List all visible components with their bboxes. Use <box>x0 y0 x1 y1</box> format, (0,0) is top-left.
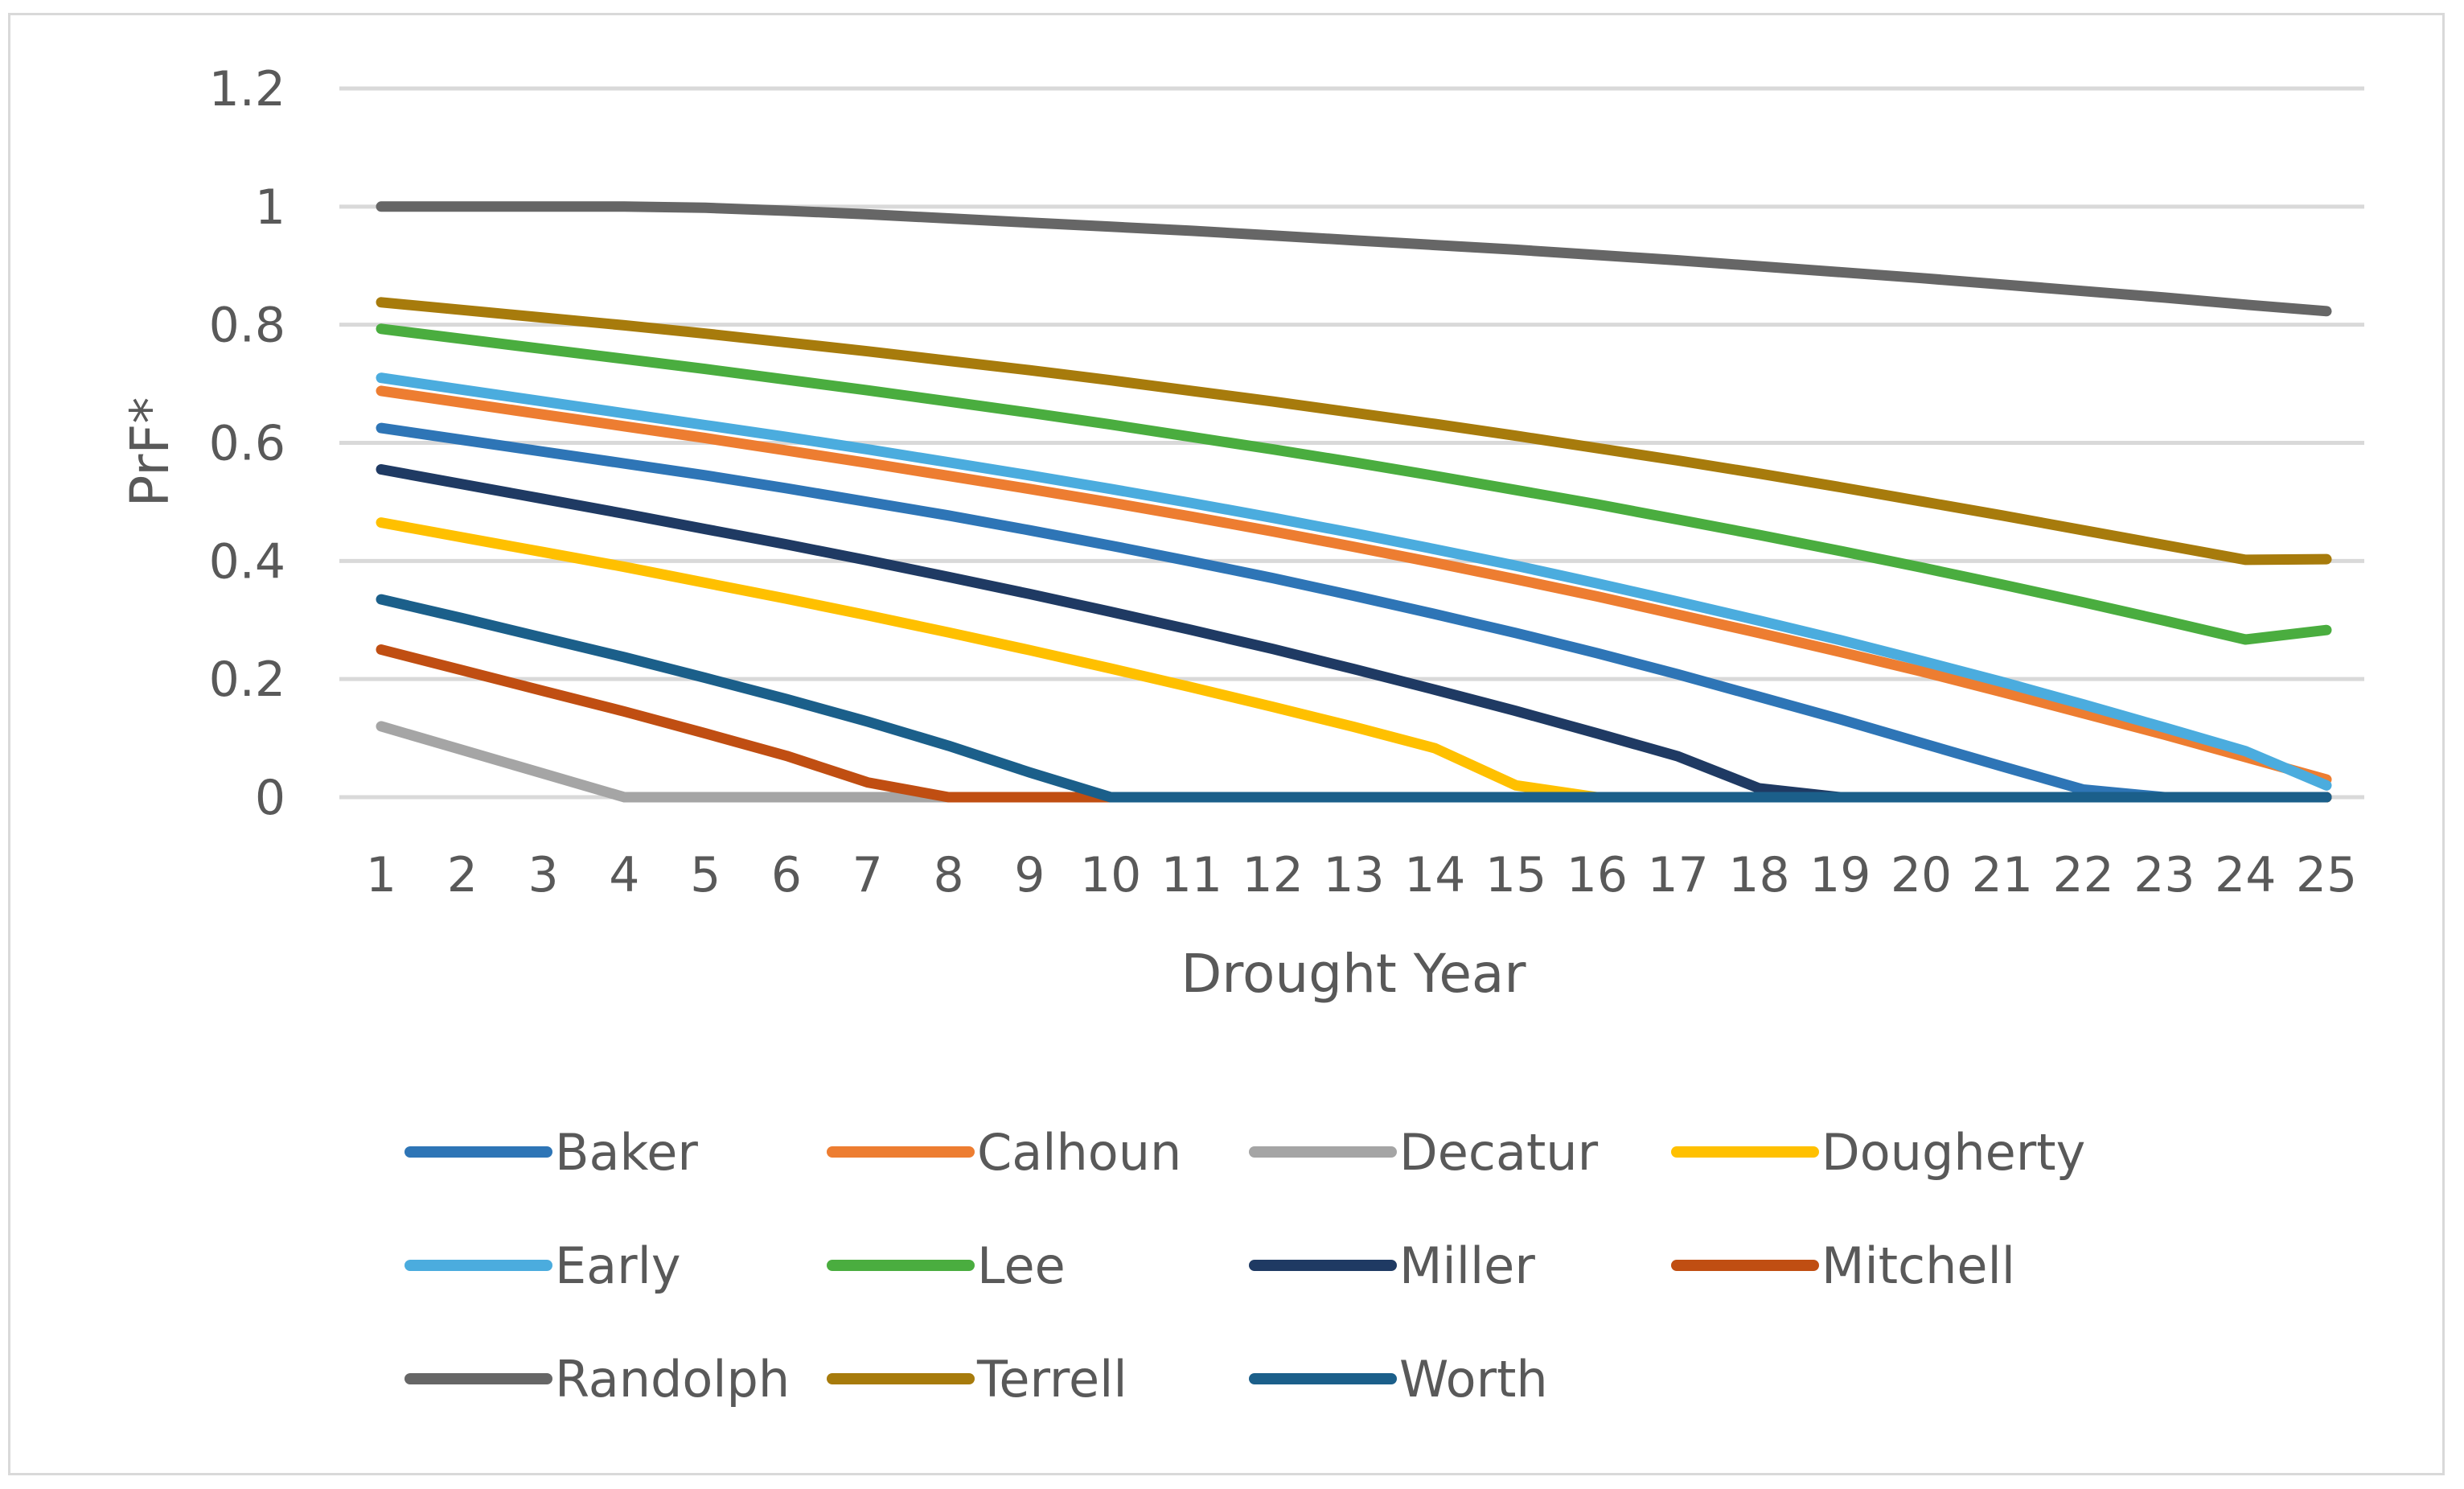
chart-frame <box>8 13 2445 1475</box>
x-axis-title: Drought Year <box>1181 943 1526 1005</box>
x-tick-label: 6 <box>771 847 802 903</box>
legend: Baker Calhoun Decatur Dougherty Early Lee Mill… <box>405 1123 2085 1409</box>
series-line-lee <box>376 323 2332 645</box>
x-tick-label: 3 <box>528 847 558 903</box>
x-tick-label: 21 <box>1972 847 2033 903</box>
x-tick-label: 15 <box>1485 847 1546 903</box>
legend-label-decatur: Decatur <box>1399 1123 1599 1182</box>
x-tick-label: 8 <box>933 847 963 903</box>
legend-label-randolph: Randolph <box>555 1350 790 1409</box>
x-tick-label: 12 <box>1242 847 1304 903</box>
series-line-calhoun <box>376 385 2332 785</box>
series-line-worth <box>376 594 2332 803</box>
series-line-dougherty <box>376 517 2332 803</box>
legend-label-calhoun: Calhoun <box>977 1123 1181 1182</box>
y-tick-label: 1 <box>255 179 285 236</box>
data-series <box>376 201 2332 803</box>
x-tick-label: 22 <box>2052 847 2113 903</box>
series-line-terrell <box>376 297 2332 566</box>
y-tick-label: 1.2 <box>209 61 285 117</box>
x-tick-label: 10 <box>1080 847 1141 903</box>
legend-label-baker: Baker <box>555 1123 698 1182</box>
y-axis-ticks: 0 0.2 0.4 0.6 0.8 1 1.2 <box>209 61 285 826</box>
x-axis-ticks: 1 2 3 4 5 6 7 8 9 10 11 12 13 14 15 16 17 18 19 20 21 22 23 24 2… <box>366 847 2357 903</box>
x-tick-label: 18 <box>1728 847 1789 903</box>
series-line-decatur <box>376 721 2332 803</box>
x-tick-label: 7 <box>852 847 883 903</box>
gridlines <box>339 86 2364 800</box>
legend-label-mitchell: Mitchell <box>1821 1236 2015 1295</box>
x-tick-label: 20 <box>1891 847 1952 903</box>
x-tick-label: 25 <box>2296 847 2357 903</box>
series-line-baker <box>376 422 2332 803</box>
y-tick-label: 0.6 <box>209 416 285 472</box>
legend-label-early: Early <box>555 1236 681 1295</box>
series-line-randolph <box>376 201 2332 317</box>
legend-label-worth: Worth <box>1399 1350 1548 1409</box>
y-tick-label: 0.8 <box>209 298 285 354</box>
series-line-early <box>376 372 2332 791</box>
x-tick-label: 17 <box>1647 847 1708 903</box>
y-tick-label: 0.4 <box>209 533 285 590</box>
x-tick-label: 9 <box>1014 847 1045 903</box>
x-tick-label: 2 <box>447 847 478 903</box>
x-tick-label: 13 <box>1323 847 1384 903</box>
x-tick-label: 1 <box>366 847 396 903</box>
legend-label-lee: Lee <box>977 1236 1066 1295</box>
x-tick-label: 23 <box>2133 847 2195 903</box>
y-tick-label: 0.2 <box>209 652 285 708</box>
legend-label-terrell: Terrell <box>976 1350 1127 1409</box>
legend-label-dougherty: Dougherty <box>1821 1123 2085 1182</box>
x-tick-label: 19 <box>1809 847 1871 903</box>
x-tick-label: 24 <box>2215 847 2276 903</box>
x-tick-label: 5 <box>690 847 721 903</box>
y-tick-label: 0 <box>255 770 285 826</box>
x-tick-label: 4 <box>609 847 639 903</box>
y-axis-title: PrF* <box>119 397 181 508</box>
x-tick-label: 14 <box>1404 847 1465 903</box>
x-tick-label: 11 <box>1161 847 1222 903</box>
x-tick-label: 16 <box>1567 847 1628 903</box>
legend-label-miller: Miller <box>1399 1236 1535 1295</box>
